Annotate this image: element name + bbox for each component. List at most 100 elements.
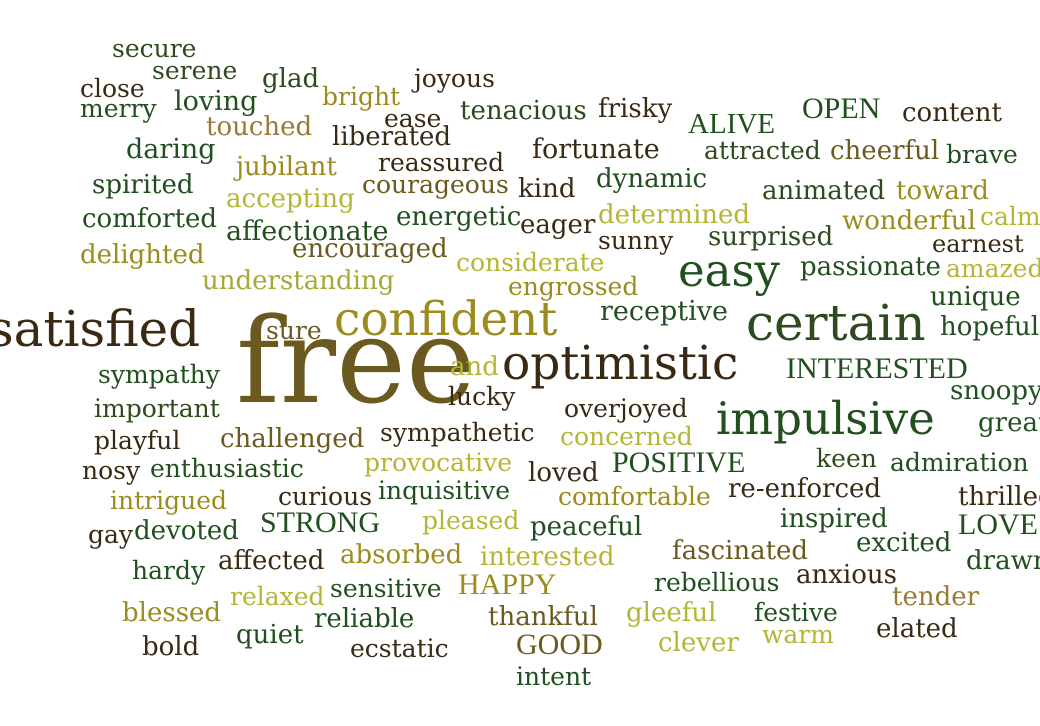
- word-open: OPEN: [802, 92, 881, 125]
- word-admiration: admiration: [890, 448, 1029, 477]
- word-absorbed: absorbed: [340, 540, 463, 570]
- word-confident: confident: [334, 292, 558, 347]
- word-keen: keen: [816, 444, 877, 473]
- word-great: great: [978, 408, 1040, 438]
- word-reassured: reassured: [378, 148, 505, 177]
- word-amazed: amazed: [946, 254, 1040, 283]
- word-playful: playful: [94, 426, 181, 455]
- word-eager: eager: [520, 210, 596, 240]
- word-content: content: [902, 98, 1002, 128]
- word-love: LOVE: [958, 508, 1038, 541]
- word-snoopy: snoopy: [950, 376, 1040, 406]
- word-jubilant: jubilant: [236, 152, 337, 182]
- word-gay: gay: [88, 520, 134, 549]
- word-ease: ease: [384, 104, 442, 133]
- word-alive: ALIVE: [688, 108, 775, 140]
- word-wonderful: wonderful: [842, 206, 976, 236]
- word-encouraged: encouraged: [292, 234, 448, 264]
- word-comforted: comforted: [82, 204, 218, 234]
- word-and: and: [450, 352, 499, 382]
- word-energetic: energetic: [396, 202, 522, 232]
- word-liberated: liberated: [332, 122, 452, 152]
- word-earnest: earnest: [932, 230, 1024, 258]
- word-engrossed: engrossed: [508, 272, 639, 301]
- word-fortunate: fortunate: [532, 134, 660, 165]
- word-close: close: [80, 74, 145, 103]
- word-bold: bold: [142, 632, 200, 662]
- word-gleeful: gleeful: [626, 598, 717, 628]
- word-impulsive: impulsive: [716, 392, 935, 445]
- word-blessed: blessed: [122, 598, 222, 628]
- word-optimistic: optimistic: [502, 336, 739, 391]
- word-positive: POSITIVE: [612, 446, 746, 479]
- word-brave: brave: [946, 140, 1018, 169]
- word-clever: clever: [658, 628, 739, 658]
- word-serene: serene: [152, 56, 238, 85]
- word-quiet: quiet: [236, 620, 304, 650]
- word-curious: curious: [278, 482, 373, 511]
- word-spirited: spirited: [92, 170, 194, 200]
- word-cheerful: cheerful: [830, 136, 940, 166]
- word-determined: determined: [598, 200, 751, 230]
- word-good: GOOD: [516, 628, 603, 661]
- word-hardy: hardy: [132, 556, 206, 585]
- word-warm: warm: [762, 620, 834, 649]
- word-thankful: thankful: [488, 602, 598, 632]
- word-sensitive: sensitive: [330, 574, 442, 603]
- word-interested-caps: INTERESTED: [786, 352, 968, 385]
- word-intent: intent: [516, 662, 592, 691]
- word-calm: calm: [980, 202, 1040, 231]
- word-receptive: receptive: [600, 296, 728, 327]
- word-certain: certain: [746, 294, 926, 352]
- word-tender: tender: [892, 582, 980, 612]
- word-affected: affected: [218, 546, 325, 576]
- word-hopeful: hopeful: [940, 312, 1040, 342]
- word-sunny: sunny: [598, 226, 674, 255]
- word-bright: bright: [322, 82, 401, 111]
- word-thrilled: thrilled: [958, 482, 1040, 512]
- word-joyous: joyous: [414, 64, 495, 93]
- word-merry: merry: [80, 94, 157, 123]
- word-re-enforced: re-enforced: [728, 474, 882, 504]
- word-considerate: considerate: [456, 248, 605, 277]
- word-excited: excited: [856, 528, 952, 558]
- word-reliable: reliable: [314, 604, 415, 634]
- word-kind: kind: [518, 174, 576, 204]
- word-devoted: devoted: [134, 516, 239, 546]
- word-daring: daring: [126, 134, 216, 165]
- word-interested: interested: [480, 542, 615, 572]
- word-accepting: accepting: [226, 184, 355, 214]
- word-free: free: [236, 292, 476, 430]
- word-concerned: concerned: [560, 422, 693, 451]
- word-tenacious: tenacious: [460, 96, 587, 126]
- word-loved: loved: [528, 458, 599, 488]
- word-easy: easy: [678, 244, 780, 297]
- word-animated: animated: [762, 176, 886, 206]
- word-sure: sure: [266, 316, 322, 345]
- word-loving: loving: [174, 86, 258, 117]
- word-surprised: surprised: [708, 222, 834, 252]
- word-provocative: provocative: [364, 448, 513, 477]
- word-strong: STRONG: [260, 506, 381, 539]
- word-lucky: lucky: [448, 382, 516, 411]
- word-enthusiastic: enthusiastic: [150, 454, 304, 483]
- word-frisky: frisky: [598, 94, 673, 124]
- word-elated: elated: [876, 614, 958, 644]
- word-happy: HAPPY: [458, 568, 557, 601]
- word-passionate: passionate: [800, 252, 941, 282]
- word-pleased: pleased: [422, 506, 520, 535]
- word-satisfied: satisfied: [0, 300, 201, 358]
- word-important: important: [94, 394, 220, 423]
- word-rebellious: rebellious: [654, 568, 780, 597]
- word-sympathy: sympathy: [98, 360, 220, 389]
- word-unique: unique: [930, 282, 1021, 312]
- word-relaxed: relaxed: [230, 582, 325, 611]
- word-fascinated: fascinated: [672, 536, 809, 566]
- word-toward: toward: [896, 176, 989, 206]
- word-overjoyed: overjoyed: [564, 394, 688, 423]
- word-glad: glad: [262, 64, 320, 94]
- word-challenged: challenged: [220, 424, 365, 454]
- word-dynamic: dynamic: [596, 164, 708, 194]
- word-peaceful: peaceful: [530, 512, 643, 542]
